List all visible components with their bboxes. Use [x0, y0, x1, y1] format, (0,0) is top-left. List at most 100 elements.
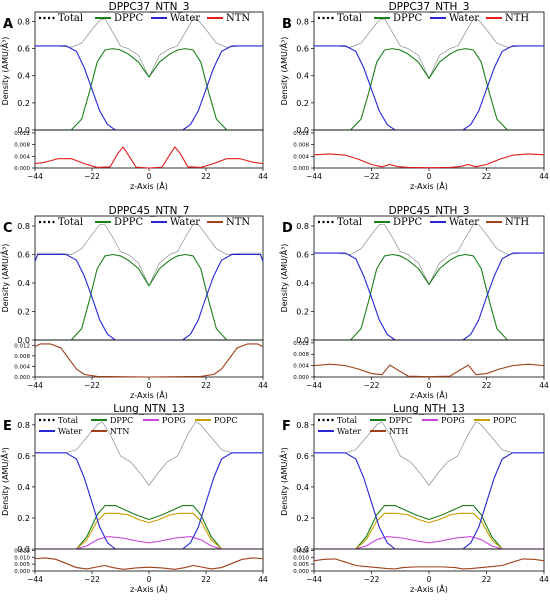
- series-nth-line: [313, 363, 545, 378]
- y-tick-label: 0.015: [293, 548, 309, 554]
- series-water-line: [35, 452, 263, 550]
- series-total-line: [34, 224, 264, 287]
- y-tick-label: 0.4: [17, 279, 30, 288]
- x-tick-label: −22: [84, 172, 100, 181]
- legend-label-total: Total: [337, 217, 362, 228]
- series-dppc-line: [314, 48, 544, 131]
- series-dppc-line: [35, 48, 263, 131]
- x-tick-label: 22: [482, 575, 492, 584]
- series-water-line: [314, 452, 544, 550]
- panel-letter: E: [3, 419, 12, 434]
- x-tick-label: 0: [147, 575, 152, 584]
- legend-label-popc: POPC: [493, 416, 516, 425]
- legend-label-nth: NTH: [505, 13, 529, 24]
- y-axis-label: Density (AMU/Å³): [0, 244, 10, 313]
- x-axis-label: z-Axis (Å): [410, 389, 448, 400]
- legend-label-dppc: DPPC: [393, 13, 422, 24]
- y-tick-label: 0.8: [296, 222, 309, 231]
- x-tick-label: 44: [539, 172, 549, 181]
- y-tick-label: 0.015: [14, 548, 30, 554]
- y-tick-label: 0.2: [296, 99, 309, 108]
- series-ntn-line: [34, 557, 264, 570]
- y-tick-label: 0.0: [296, 336, 309, 345]
- legend-label-popg: POPG: [441, 416, 465, 425]
- y-tick-label: 0.6: [296, 45, 309, 54]
- x-tick-label: −22: [364, 575, 380, 584]
- panel-title: DPPC37_NTH_3: [389, 1, 470, 13]
- legend-label-water: Water: [337, 427, 361, 436]
- panel-title: Lung_NTH_13: [393, 403, 465, 415]
- x-tick-label: 22: [482, 172, 492, 181]
- x-tick-label: −44: [27, 172, 43, 181]
- panel-C: DPPC45_NTN_7 C 0.0 0.2 0.4 0.6 0.8 0.000 0.004 0.…: [0, 205, 268, 400]
- legend-label-total: Total: [337, 416, 358, 425]
- y-tick-label: 0.0: [296, 126, 309, 135]
- legend-label-water: Water: [58, 427, 82, 436]
- legend: Total DPPC POPG POPC Water NTN: [39, 416, 237, 436]
- y-tick-label: 0.004: [293, 364, 309, 370]
- series-water-line: [34, 253, 264, 341]
- x-tick-label: 22: [201, 172, 211, 181]
- y-tick-label: 0.0: [17, 126, 30, 135]
- panel-letter: A: [3, 17, 13, 32]
- y-tick-label: 0.012: [293, 341, 309, 347]
- series-nth-line: [313, 558, 545, 570]
- panel-B: DPPC37_NTH_3 B 0.0 0.2 0.4 0.6 0.8 0.000 0.004 0.…: [278, 1, 549, 191]
- legend-label-dppc: DPPC: [393, 217, 422, 228]
- y-tick-label: 0.8: [17, 421, 30, 430]
- y-tick-label: 0.000: [14, 569, 30, 575]
- y-axis-label: Density (AMU/Å³): [278, 37, 289, 106]
- panel-letter: D: [282, 221, 293, 236]
- x-tick-label: 22: [201, 575, 211, 584]
- x-tick-label: 44: [539, 575, 549, 584]
- series-total-line: [314, 18, 544, 79]
- y-tick-label: 0.008: [14, 143, 30, 149]
- y-tick-label: 0.6: [296, 250, 309, 259]
- legend-label-dppc: DPPC: [114, 13, 143, 24]
- panel-title: DPPC45_NTH_3: [389, 205, 470, 217]
- series-popg-line: [35, 536, 263, 550]
- legend-label-dppc: DPPC: [114, 217, 143, 228]
- series-popg-line: [314, 536, 544, 550]
- series-dppc-line: [314, 253, 544, 341]
- legend: Total DPPC Water NTN: [39, 13, 250, 24]
- x-tick-label: 0: [427, 381, 432, 390]
- y-tick-label: 0.6: [296, 452, 309, 461]
- x-tick-label: −44: [306, 575, 322, 584]
- y-tick-label: 0.8: [296, 421, 309, 430]
- panel-E: Lung_NTN_13E0.00.20.40.60.80.0000.0050.0…: [0, 403, 268, 594]
- y-tick-label: 0.4: [296, 72, 309, 81]
- y-tick-label: 0.005: [293, 562, 309, 568]
- bottom-axes-frame: [313, 129, 545, 169]
- legend-label-water: Water: [449, 13, 479, 24]
- series-water-line: [314, 45, 544, 131]
- top-axes-frame: [34, 11, 264, 131]
- y-tick-label: 0.4: [296, 483, 309, 492]
- x-tick-label: 0: [147, 172, 152, 181]
- x-tick-label: 44: [258, 575, 268, 584]
- series-popc-line: [35, 512, 263, 550]
- top-axes-frame: [34, 215, 264, 341]
- top-axes-frame: [313, 11, 545, 131]
- x-tick-label: 44: [539, 381, 549, 390]
- y-tick-label: 0.4: [17, 483, 30, 492]
- legend-label-water: Water: [170, 13, 200, 24]
- legend-label-water: Water: [449, 217, 479, 228]
- panel-A: DPPC37_NTN_3 A 0.0 0.2 0.4 0.6 0.8 0.000 0.004 0.…: [0, 1, 268, 191]
- series-ntn-line: [34, 343, 264, 378]
- y-tick-label: 0.2: [296, 514, 309, 523]
- panel-D: DPPC45_NTH_3 D 0.0 0.2 0.4 0.6 0.8 0.000 0.004 0.…: [278, 205, 549, 400]
- x-axis-label: z-Axis (Å): [130, 180, 168, 191]
- x-tick-label: 44: [258, 381, 268, 390]
- x-tick-label: −22: [84, 381, 100, 390]
- y-tick-label: 0.004: [14, 364, 30, 370]
- x-tick-label: 0: [427, 172, 432, 181]
- y-tick-label: 0.012: [14, 343, 30, 349]
- x-tick-label: −44: [306, 381, 322, 390]
- legend-label-popg: POPG: [162, 416, 186, 425]
- legend-label-ntn: NTN: [226, 13, 250, 24]
- series-water-line: [35, 45, 263, 131]
- bottom-axes-frame: [313, 548, 545, 572]
- x-tick-label: 22: [482, 381, 492, 390]
- series-dppc-line: [314, 505, 544, 550]
